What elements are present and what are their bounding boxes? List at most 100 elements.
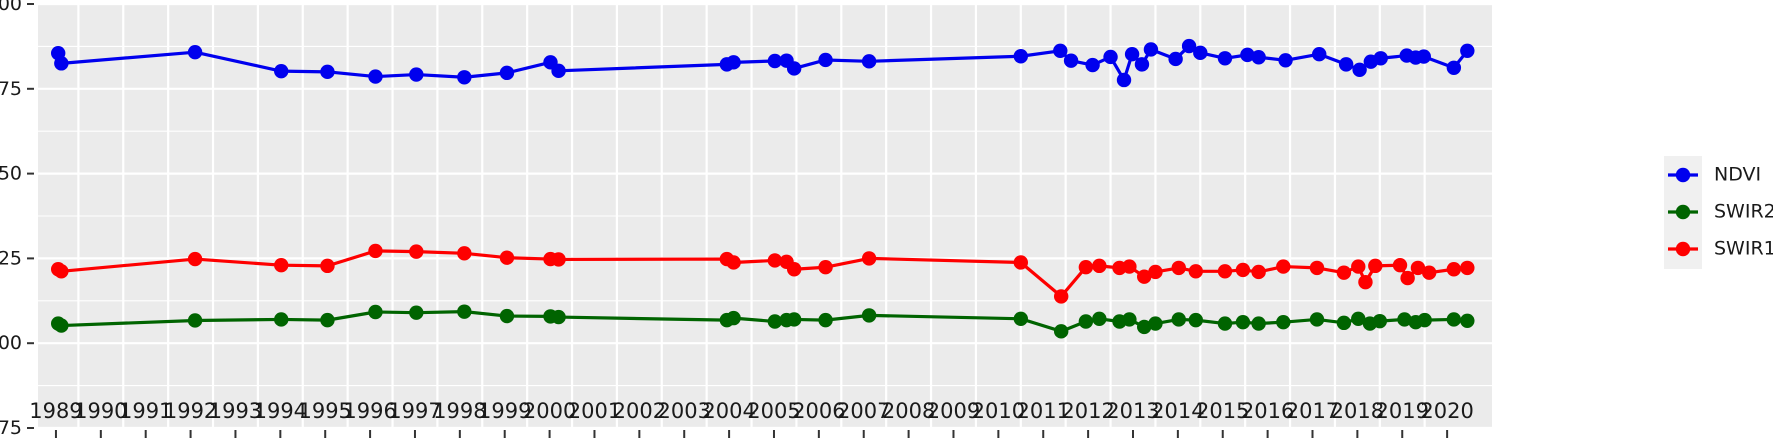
x-axis-tick-label: 1994 [254, 399, 307, 423]
data-point [1235, 262, 1251, 278]
y-axis-tick-label: 1.25 [0, 247, 22, 269]
data-point [1251, 264, 1266, 280]
data-point [1013, 255, 1028, 270]
data-point [1235, 314, 1251, 330]
data-point [1116, 72, 1132, 88]
data-point [1460, 260, 1475, 276]
data-point [1148, 316, 1163, 331]
data-point [1400, 270, 1415, 286]
data-point [409, 67, 424, 82]
x-axis-labels: 1989199019911992199319941995199619971998… [29, 399, 1474, 423]
data-point [726, 255, 741, 270]
data-point [368, 243, 383, 259]
data-point [320, 64, 335, 80]
data-point [1446, 312, 1462, 327]
data-point [54, 318, 69, 333]
data-point [1278, 53, 1293, 68]
series-swir2 [50, 304, 1475, 339]
data-point [499, 250, 515, 265]
data-point [1392, 257, 1408, 273]
data-point [54, 56, 69, 71]
data-point [320, 258, 335, 274]
data-point [457, 246, 472, 261]
data-point [274, 312, 289, 327]
x-axis-tick-label: 1998 [433, 399, 486, 423]
axis-tick-marks [54, 430, 1449, 438]
x-axis-tick-label: 1990 [74, 399, 127, 423]
x-axis-tick-label: 1999 [478, 399, 531, 423]
data-point [1372, 313, 1388, 329]
data-point [726, 55, 741, 70]
data-point [1124, 47, 1140, 62]
data-point [1193, 45, 1208, 61]
y-axis-tick-label: 1.00 [0, 332, 22, 354]
x-axis-tick-label: 2003 [657, 399, 710, 423]
data-point [1122, 259, 1137, 274]
data-point [1148, 264, 1163, 280]
data-point [551, 252, 566, 267]
data-point [1168, 51, 1183, 67]
data-point [818, 52, 833, 68]
data-point [409, 305, 424, 320]
legend-key-point [1675, 241, 1691, 257]
y-axis-tick-label: 1.75 [0, 78, 22, 100]
data-point [1309, 260, 1325, 276]
x-axis-tick-label: 2005 [747, 399, 800, 423]
data-point [1217, 51, 1233, 66]
legend-item-swir2[interactable]: SWIR2 [1668, 201, 1773, 223]
x-axis-tick-label: 2018 [1331, 399, 1384, 423]
y-axis-tick-label: 0.75 [0, 417, 22, 439]
data-point [767, 314, 783, 329]
data-point [786, 312, 802, 327]
data-point [1410, 260, 1426, 276]
legend-item-swir1[interactable]: SWIR1 [1668, 238, 1773, 260]
series-swir1 [50, 243, 1475, 304]
data-point [1312, 47, 1327, 62]
x-axis-tick-label: 2013 [1106, 399, 1159, 423]
legend-label: SWIR2 [1714, 201, 1773, 223]
data-point [1336, 265, 1352, 280]
legend-label: NDVI [1714, 164, 1761, 186]
legend-item-ndvi[interactable]: NDVI [1668, 164, 1761, 186]
data-point [1013, 49, 1028, 64]
data-point [1352, 62, 1367, 77]
data-point [1137, 269, 1152, 284]
data-point [1351, 259, 1366, 274]
legend-key-point [1675, 167, 1691, 183]
data-point [726, 310, 741, 326]
data-point [1338, 57, 1354, 72]
x-axis-tick-label: 2000 [523, 399, 576, 423]
data-point [457, 304, 472, 319]
data-point [457, 70, 472, 85]
data-point [1217, 264, 1233, 279]
data-point [1373, 51, 1388, 66]
data-point [786, 262, 802, 277]
data-point [861, 308, 877, 323]
x-axis-tick-label: 2002 [613, 399, 666, 423]
x-axis-tick-label: 2007 [837, 399, 890, 423]
data-point [551, 309, 566, 325]
data-point [1276, 314, 1291, 330]
data-point [1240, 47, 1255, 63]
chart-legend: NDVI SWIR2 SWIR1 [1664, 156, 1773, 269]
data-point [1092, 311, 1107, 326]
data-point [1078, 260, 1094, 275]
data-point [1137, 319, 1152, 335]
data-point [1143, 42, 1159, 57]
x-axis-tick-label: 2017 [1286, 399, 1339, 423]
data-point [818, 260, 833, 275]
x-axis-tick-label: 1996 [343, 399, 396, 423]
data-point [861, 251, 877, 266]
x-axis-tick-label: 2014 [1151, 399, 1204, 423]
data-point [1351, 311, 1366, 326]
data-point [54, 264, 69, 279]
legend-label: SWIR1 [1714, 238, 1773, 260]
data-point [1397, 312, 1412, 327]
data-point [1446, 60, 1462, 75]
data-point [1078, 314, 1094, 329]
data-point [1188, 264, 1204, 279]
data-point [187, 44, 203, 60]
data-point [1181, 38, 1197, 54]
data-point [1446, 262, 1462, 277]
